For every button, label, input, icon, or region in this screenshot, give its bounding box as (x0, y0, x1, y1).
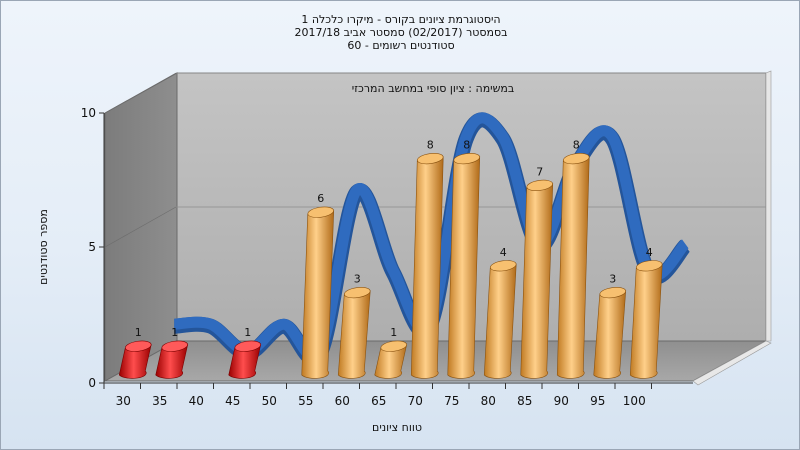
bar-35: 1 (155, 326, 189, 379)
x-tick-label: 60 (335, 394, 350, 408)
bar-top (307, 206, 334, 218)
gridline-side (104, 72, 177, 114)
gridline-side (104, 206, 177, 248)
bar-body (629, 263, 663, 379)
bar-top (453, 153, 480, 165)
x-tick-label: 100 (623, 394, 646, 408)
bar-top (161, 340, 188, 352)
y-tick-label: 0 (88, 376, 96, 390)
bar-body (337, 290, 371, 379)
chart-subtitle: במשימה : ציון סופי במחשב המרכזי (352, 82, 515, 95)
x-tick-label: 50 (262, 394, 277, 408)
bar-top (599, 287, 626, 299)
x-tick-label: 90 (554, 394, 569, 408)
axes (103, 113, 693, 384)
x-tick-label: 80 (481, 394, 496, 408)
bar-body (447, 156, 481, 379)
data-label: 1 (244, 326, 251, 339)
bar-90: 8 (556, 139, 590, 379)
bar-body (593, 290, 627, 379)
x-tick-label: 65 (371, 394, 386, 408)
x-tick-label: 40 (189, 394, 204, 408)
data-label: 4 (500, 246, 507, 259)
floor-edge (692, 340, 772, 386)
bar-top (636, 260, 663, 272)
x-tick-label: 30 (116, 394, 131, 408)
bar-top (344, 287, 371, 299)
bar-95: 3 (593, 273, 627, 379)
x-tick-label: 95 (590, 394, 605, 408)
chart-title-line-1: היסטוגרמת ציונים בקורס - מיקרו כלכלה 1 (301, 13, 500, 26)
bar-body (228, 343, 262, 379)
bar-top (417, 153, 444, 165)
data-label: 3 (354, 273, 361, 286)
y-tick-label: 5 (88, 240, 96, 254)
data-label: 3 (609, 273, 616, 286)
data-label: 4 (646, 246, 653, 259)
right-edge (765, 70, 772, 342)
bar-body (374, 343, 408, 379)
y-ticks: 0 5 10 (81, 106, 104, 390)
x-tick-label: 35 (152, 394, 167, 408)
chart-title-line-3: סטודנטים רשומים - 60 (347, 39, 454, 52)
y-axis-title: מספר סטודנטים (37, 209, 50, 285)
bar-100: 4 (629, 246, 663, 379)
bar-55: 6 (301, 192, 335, 379)
x-tick-label: 85 (517, 394, 532, 408)
data-label: 6 (317, 192, 324, 205)
x-tick-label: 70 (408, 394, 423, 408)
bar-body (520, 183, 554, 379)
bar-top (380, 340, 407, 352)
bar-60: 3 (337, 273, 371, 379)
bar-body (301, 209, 335, 379)
x-ticks: 30 35 40 45 50 55 60 65 70 75 80 85 90 95 100 (103, 383, 652, 408)
bar-body (410, 156, 444, 379)
bar-top (526, 179, 553, 191)
bar-body (155, 343, 189, 379)
bar-top (234, 340, 261, 352)
bars: 1 1 1 6 3 1 8 8 4 7 8 3 4 (118, 139, 663, 379)
x-tick-label: 45 (225, 394, 240, 408)
x-tick-label: 55 (298, 394, 313, 408)
data-label: 7 (536, 165, 543, 178)
bar-top (563, 153, 590, 165)
bar-body (556, 156, 590, 379)
bar-top (125, 340, 152, 352)
data-label: 1 (390, 326, 397, 339)
x-tick-label: 75 (444, 394, 459, 408)
data-label: 8 (463, 139, 470, 152)
data-label: 8 (573, 139, 580, 152)
chart-title-line-2: בסמסטר (02/2017) סמסטר אביב 2017/18 (294, 26, 507, 39)
bar-85: 7 (520, 165, 554, 379)
bar-45: 1 (228, 326, 262, 379)
data-label: 8 (427, 139, 434, 152)
bar-body (118, 343, 152, 379)
bar-30: 1 (118, 326, 152, 379)
bar-top (490, 260, 517, 272)
bar-75: 8 (447, 139, 481, 379)
bar-80: 4 (483, 246, 517, 379)
bar-65: 1 (374, 326, 408, 379)
data-label: 1 (135, 326, 142, 339)
x-axis-title: טווח ציונים (372, 421, 422, 434)
y-tick-label: 10 (81, 106, 96, 120)
bar-70: 8 (410, 139, 444, 379)
data-label: 1 (171, 326, 178, 339)
bar-body (483, 263, 517, 379)
